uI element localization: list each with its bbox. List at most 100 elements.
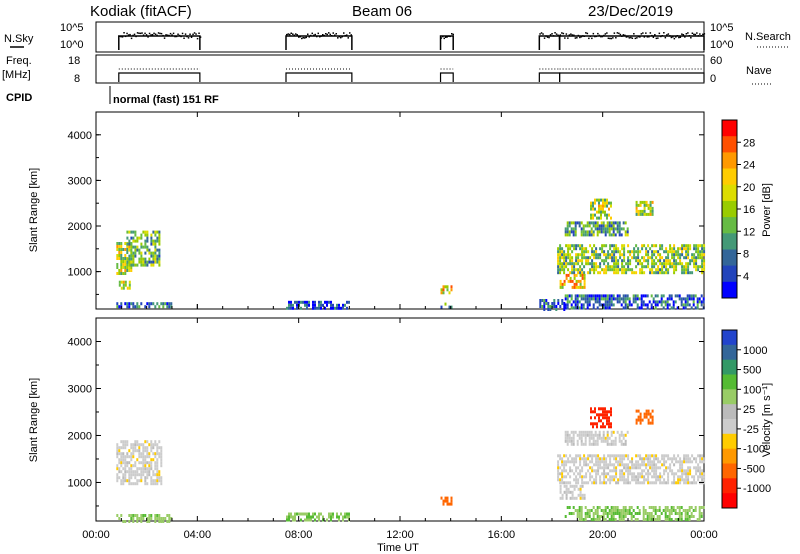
data-cell <box>602 509 605 512</box>
data-cell <box>152 260 155 264</box>
data-cell <box>613 469 616 473</box>
data-cell <box>579 469 582 473</box>
data-cell <box>620 442 623 446</box>
data-cell <box>565 463 568 467</box>
data-cell <box>699 460 702 464</box>
data-cell <box>655 475 658 479</box>
data-cell <box>140 245 143 249</box>
nsky-label: N.Sky <box>4 33 34 45</box>
data-cell <box>665 247 668 251</box>
data-cell <box>701 472 704 476</box>
data-cell <box>440 305 443 309</box>
data-cell <box>130 464 133 468</box>
data-cell <box>150 263 153 267</box>
data-cell <box>653 262 656 266</box>
data-cell <box>639 412 642 416</box>
nsky-point <box>138 32 140 34</box>
data-cell <box>598 303 601 307</box>
data-cell <box>346 512 348 516</box>
data-cell <box>590 227 593 231</box>
data-cell <box>677 253 680 257</box>
data-cell <box>611 475 614 479</box>
data-cell <box>686 297 689 301</box>
data-cell <box>624 303 627 307</box>
data-cell <box>622 297 625 301</box>
data-cell <box>678 518 681 521</box>
data-cell <box>657 478 660 482</box>
nsky-point <box>150 34 152 36</box>
data-cell <box>695 472 698 476</box>
data-cell <box>690 512 693 515</box>
data-cell <box>579 484 582 488</box>
data-cell <box>619 478 622 482</box>
data-cell <box>566 439 569 443</box>
data-cell <box>572 506 575 509</box>
data-cell <box>116 263 119 266</box>
data-cell <box>676 506 679 509</box>
data-cell <box>689 244 692 248</box>
data-cell <box>619 253 622 257</box>
data-cell <box>592 294 595 298</box>
nsky-point <box>607 37 610 39</box>
data-cell <box>621 463 624 467</box>
data-cell <box>657 253 660 257</box>
data-cell <box>649 200 652 204</box>
nsky-point <box>302 37 304 39</box>
data-cell <box>574 509 577 512</box>
data-cell <box>699 250 702 254</box>
data-cell <box>597 457 600 461</box>
data-cell <box>663 478 666 482</box>
data-cell <box>685 454 688 458</box>
data-cell <box>152 230 155 234</box>
data-cell <box>627 259 630 263</box>
data-cell <box>549 305 552 308</box>
data-cell <box>617 247 620 251</box>
data-cell <box>136 517 139 520</box>
data-cell <box>649 203 652 207</box>
data-cell <box>608 227 611 231</box>
data-cell <box>585 460 588 464</box>
data-cell <box>651 460 654 464</box>
data-cell <box>571 256 574 260</box>
data-cell <box>140 302 143 306</box>
data-cell <box>122 257 125 260</box>
data-cell <box>446 499 449 503</box>
nsky-point <box>606 32 608 34</box>
data-cell <box>288 518 290 522</box>
data-cell <box>681 460 684 464</box>
data-cell <box>681 466 684 470</box>
data-cell <box>170 302 173 306</box>
data-cell <box>604 439 607 443</box>
data-cell <box>134 482 137 486</box>
data-cell <box>581 276 584 280</box>
data-cell <box>322 518 324 522</box>
data-cell <box>659 478 662 482</box>
data-cell <box>651 212 654 216</box>
data-cell <box>641 475 644 479</box>
data-cell <box>140 251 143 255</box>
data-cell <box>306 303 308 307</box>
data-cell <box>607 268 610 272</box>
colorbar-segment <box>722 463 737 479</box>
data-cell <box>627 244 630 248</box>
data-cell <box>598 416 600 420</box>
data-cell <box>622 512 625 515</box>
data-cell <box>444 499 447 503</box>
data-cell <box>575 244 578 248</box>
data-cell <box>557 262 560 266</box>
data-cell <box>609 247 612 251</box>
data-cell <box>128 242 131 246</box>
nsky-point <box>142 34 145 36</box>
data-cell <box>592 216 594 220</box>
data-cell <box>577 259 580 263</box>
data-cell <box>664 509 667 512</box>
data-cell <box>654 306 657 310</box>
data-cell <box>605 475 608 479</box>
nsky-point <box>332 32 334 34</box>
data-cell <box>128 470 131 474</box>
data-cell <box>651 415 654 419</box>
data-cell <box>635 244 638 248</box>
data-cell <box>679 460 682 464</box>
data-cell <box>620 515 623 518</box>
data-cell <box>637 454 640 458</box>
